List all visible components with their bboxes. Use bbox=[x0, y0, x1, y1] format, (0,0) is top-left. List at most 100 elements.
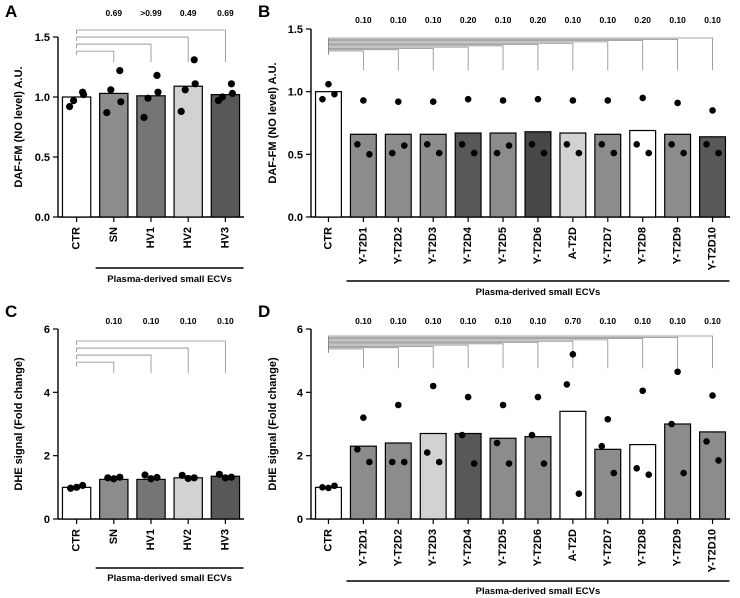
bar bbox=[349, 133, 377, 218]
significance-bracket bbox=[76, 354, 152, 374]
bar bbox=[454, 132, 482, 218]
p-value-label: 0.10 bbox=[600, 316, 617, 326]
x-tick-label: Y-T2D4 bbox=[462, 528, 474, 566]
bar bbox=[419, 133, 447, 218]
bar bbox=[384, 133, 412, 218]
p-value-label: 0.10 bbox=[180, 316, 197, 326]
data-point bbox=[633, 465, 641, 472]
data-point bbox=[505, 460, 513, 467]
data-point bbox=[227, 473, 235, 481]
data-point bbox=[360, 97, 367, 104]
y-tick-label: 0.5 bbox=[35, 152, 50, 164]
data-point bbox=[67, 484, 75, 492]
x-tick-label: Y-T2D2 bbox=[392, 227, 404, 264]
bar bbox=[136, 95, 166, 218]
data-point bbox=[534, 95, 542, 103]
x-tick-label: CTR bbox=[322, 227, 334, 250]
bar bbox=[314, 91, 342, 218]
data-point bbox=[610, 469, 618, 477]
data-point bbox=[715, 457, 722, 464]
x-tick-label: CTR bbox=[71, 529, 83, 552]
x-tick-label: Y-T2D10 bbox=[707, 227, 719, 270]
y-tick-label: 1.5 bbox=[35, 32, 50, 44]
panel-b-chart: 0.0 0.5 1.0 1.5 DAF-FM (NO level) A.U. CTR Y-T… bbox=[267, 15, 730, 298]
p-value-label: 0.10 bbox=[355, 316, 372, 326]
y-tick-label: 1.0 bbox=[288, 87, 303, 99]
data-point bbox=[645, 471, 653, 478]
data-point bbox=[228, 89, 236, 97]
panel-c-letter: C bbox=[5, 302, 17, 321]
data-point bbox=[709, 107, 716, 114]
significance-bracket bbox=[76, 43, 152, 63]
data-point bbox=[325, 484, 332, 492]
data-point bbox=[331, 90, 338, 98]
data-point bbox=[610, 149, 618, 157]
bar bbox=[99, 478, 129, 520]
data-point bbox=[528, 431, 536, 439]
y-tick-label: 0.5 bbox=[288, 149, 303, 161]
data-point bbox=[680, 469, 687, 477]
p-value-label: 0.69 bbox=[106, 8, 123, 18]
x-tick-label: HV3 bbox=[219, 227, 231, 248]
data-point bbox=[703, 141, 710, 148]
panel-b-letter: B bbox=[258, 2, 270, 21]
bar bbox=[419, 432, 447, 520]
data-point bbox=[470, 460, 478, 467]
p-value-label: 0.10 bbox=[704, 15, 721, 25]
p-value-label: 0.10 bbox=[669, 316, 686, 326]
y-tick-label: 1.0 bbox=[35, 92, 50, 104]
x-tick-label: Y-T2D5 bbox=[497, 227, 509, 264]
data-point bbox=[429, 382, 437, 390]
data-point bbox=[140, 113, 148, 121]
data-point bbox=[394, 98, 402, 105]
bar bbox=[173, 85, 203, 218]
significance-bracket bbox=[328, 40, 644, 71]
data-point bbox=[319, 95, 326, 103]
p-value-label: 0.20 bbox=[460, 15, 477, 25]
data-point bbox=[569, 97, 577, 104]
data-point bbox=[715, 149, 722, 157]
data-point bbox=[184, 474, 192, 483]
data-point bbox=[70, 97, 78, 105]
x-tick-label: Y-T2D10 bbox=[707, 529, 719, 572]
data-point bbox=[435, 458, 443, 466]
x-tick-label: Y-T2D3 bbox=[427, 227, 439, 264]
bar bbox=[61, 486, 92, 520]
x-tick-label: HV3 bbox=[219, 529, 231, 550]
data-point bbox=[680, 149, 687, 157]
p-value-label: 0.20 bbox=[530, 15, 547, 25]
x-tick-label: Y-T2D4 bbox=[462, 226, 474, 264]
data-point bbox=[110, 475, 118, 483]
data-point bbox=[458, 141, 466, 148]
bar bbox=[384, 442, 412, 520]
data-point bbox=[528, 141, 536, 148]
significance-bracket bbox=[328, 48, 434, 71]
bar bbox=[524, 436, 552, 520]
data-point bbox=[107, 86, 115, 94]
data-point bbox=[117, 98, 125, 106]
p-value-label: 0.10 bbox=[390, 15, 407, 25]
significance-bracket bbox=[76, 340, 226, 374]
data-point bbox=[144, 94, 152, 102]
bar bbox=[173, 477, 203, 520]
bar bbox=[559, 132, 587, 218]
data-point bbox=[499, 401, 507, 409]
x-tick-label: Y-T2D1 bbox=[357, 227, 369, 264]
data-point bbox=[429, 98, 437, 105]
data-point bbox=[153, 71, 161, 79]
x-tick-label: HV1 bbox=[145, 227, 157, 248]
data-point bbox=[639, 387, 647, 395]
data-point bbox=[569, 351, 577, 358]
significance-bracket bbox=[76, 347, 189, 374]
x-tick-label: Y-T2D6 bbox=[532, 529, 544, 566]
significance-bracket bbox=[328, 346, 434, 369]
data-point bbox=[668, 420, 675, 428]
data-point bbox=[388, 149, 396, 157]
p-value-label: 0.10 bbox=[634, 316, 651, 326]
x-tick-label: CTR bbox=[71, 227, 83, 250]
x-tick-label: HV2 bbox=[182, 529, 194, 550]
data-point bbox=[534, 393, 542, 401]
p-value-label: 0.10 bbox=[704, 316, 721, 326]
bar bbox=[489, 437, 517, 520]
x-tick-label: Y-T2D8 bbox=[637, 227, 649, 264]
